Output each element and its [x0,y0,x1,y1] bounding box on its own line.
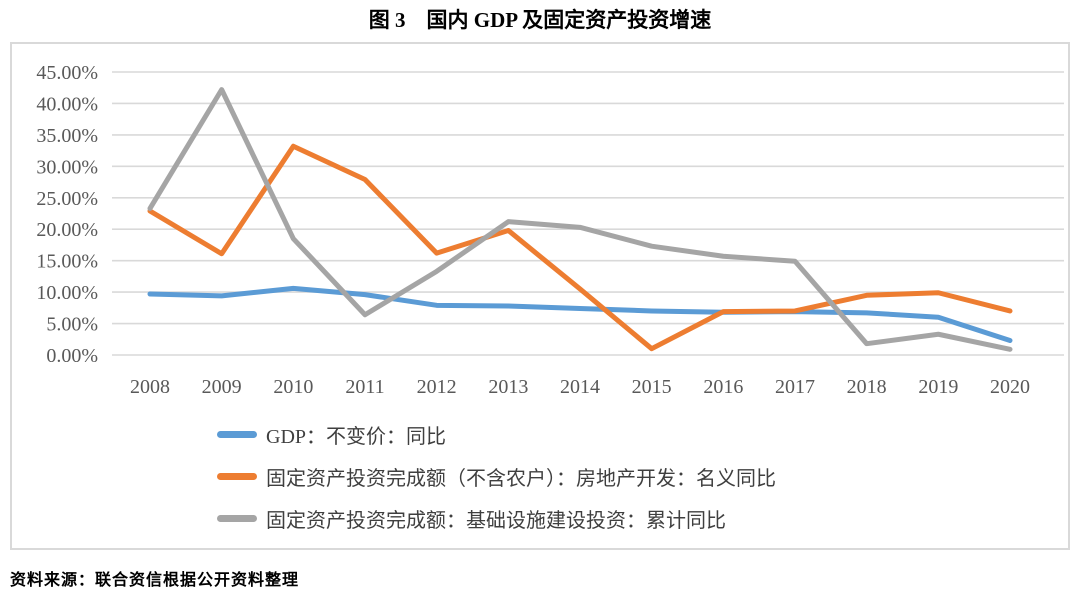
chart-container: 0.00% 5.00% 10.00% 15.00% 20.00% 25.00% 30.00%… [10,42,1070,550]
x-axis-tick-label: 2010 [273,376,313,398]
legend-item-infrastructure: 固定资产投资完成额：基础设施建设投资：累计同比 [217,504,776,532]
y-axis-tick-label: 0.00% [46,345,98,367]
y-axis-tick-label: 30.00% [36,156,98,178]
legend-label-realestate: 固定资产投资完成额（不含农户）：房地产开发：名义同比 [266,467,776,490]
x-axis-tick-label: 2019 [918,376,958,398]
line-chart-plot: 0.00% 5.00% 10.00% 15.00% 20.00% 25.00% 30.00%… [36,62,1064,398]
series-line-0 [147,285,1013,344]
y-axis-tick-label: 20.00% [36,219,98,241]
series-line-1 [147,143,1013,352]
legend-item-gdp: GDP：不变价：同比 [217,420,776,448]
y-axis-tick-label: 10.00% [36,282,98,304]
legend-swatch-gdp [217,430,257,438]
chart-legend: GDP：不变价：同比 固定资产投资完成额（不含农户）：房地产开发：名义同比 固定… [217,420,776,532]
y-axis-tick-label: 35.00% [36,125,98,147]
x-axis-tick-label: 2009 [202,376,242,398]
legend-swatch-infrastructure [217,514,257,522]
x-axis-tick-label: 2011 [345,376,384,398]
legend-swatch-realestate [217,472,257,480]
y-axis-tick-label: 15.00% [36,251,98,273]
y-axis-tick-label: 40.00% [36,93,98,115]
x-axis-tick-label: 2014 [560,376,600,398]
x-axis-tick-label: 2016 [703,376,743,398]
x-axis-tick-label: 2012 [417,376,457,398]
source-note: 资料来源：联合资信根据公开资料整理 [10,572,300,589]
x-axis-tick-label: 2013 [488,376,528,398]
y-axis-tick-label: 25.00% [36,188,98,210]
legend-label-infrastructure: 固定资产投资完成额：基础设施建设投资：累计同比 [266,509,726,532]
x-axis-tick-label: 2020 [990,376,1030,398]
y-axis-tick-label: 5.00% [46,314,98,336]
series-line-2 [147,87,1013,352]
legend-item-realestate: 固定资产投资完成额（不含农户）：房地产开发：名义同比 [217,462,776,490]
x-axis-tick-label: 2017 [775,376,815,398]
y-axis-tick-label: 45.00% [36,62,98,84]
x-axis-tick-label: 2018 [847,376,887,398]
x-axis-tick-label: 2015 [632,376,672,398]
chart-title: 图 3 国内 GDP 及固定资产投资增速 [368,8,712,32]
x-axis-tick-label: 2008 [130,376,170,398]
legend-label-gdp: GDP：不变价：同比 [266,425,447,448]
